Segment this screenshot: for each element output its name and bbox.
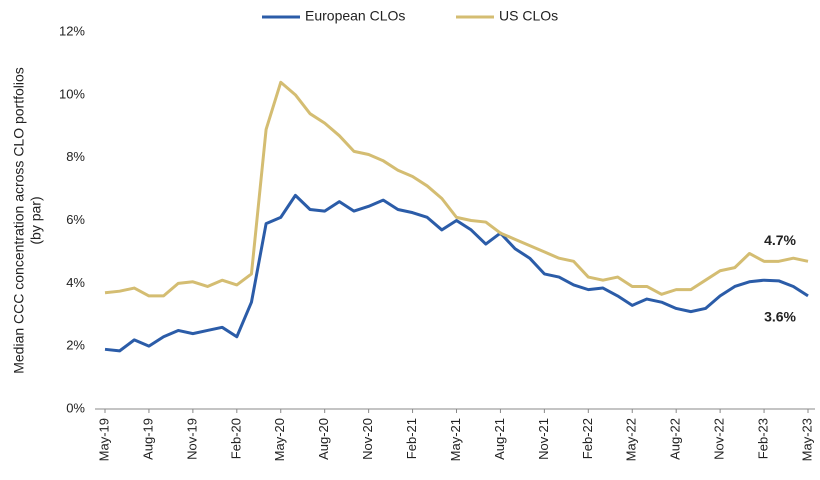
x-tick-label: Nov-19 [184,418,199,460]
x-tick-label: May-22 [624,418,639,461]
x-tick-label: May-20 [272,418,287,461]
x-tick-label: Feb-20 [228,418,243,459]
y-tick-label: 2% [66,338,85,353]
x-tick-label: Feb-21 [404,418,419,459]
x-tick-label: Nov-20 [360,418,375,460]
y-axis-label: Median CCC concentration across CLO port… [11,67,27,374]
y-tick-label: 8% [66,149,85,164]
x-tick-label: Feb-22 [580,418,595,459]
y-tick-label: 0% [66,400,85,415]
series-line [104,80,809,298]
value-label: 3.6% [764,309,796,325]
x-tick-label: Aug-22 [668,418,683,460]
x-tick-label: Aug-21 [492,418,507,460]
x-tick-label: Nov-21 [536,418,551,460]
value-label: 4.7% [764,232,796,248]
y-tick-label: 4% [66,275,85,290]
x-tick-label: Feb-23 [756,418,771,459]
x-tick-label: May-19 [96,418,111,461]
x-tick-label: May-23 [799,418,814,461]
legend-label: European CLOs [305,8,405,24]
y-tick-label: 12% [59,23,85,38]
x-tick-label: Aug-20 [316,418,331,460]
legend-label: US CLOs [499,8,558,24]
y-axis-label: (by par) [28,196,44,244]
x-tick-label: Aug-19 [140,418,155,460]
series-line [104,193,809,353]
x-tick-label: Nov-22 [712,418,727,460]
y-tick-label: 6% [66,212,85,227]
x-tick-label: May-21 [448,418,463,461]
y-tick-label: 10% [59,86,85,101]
